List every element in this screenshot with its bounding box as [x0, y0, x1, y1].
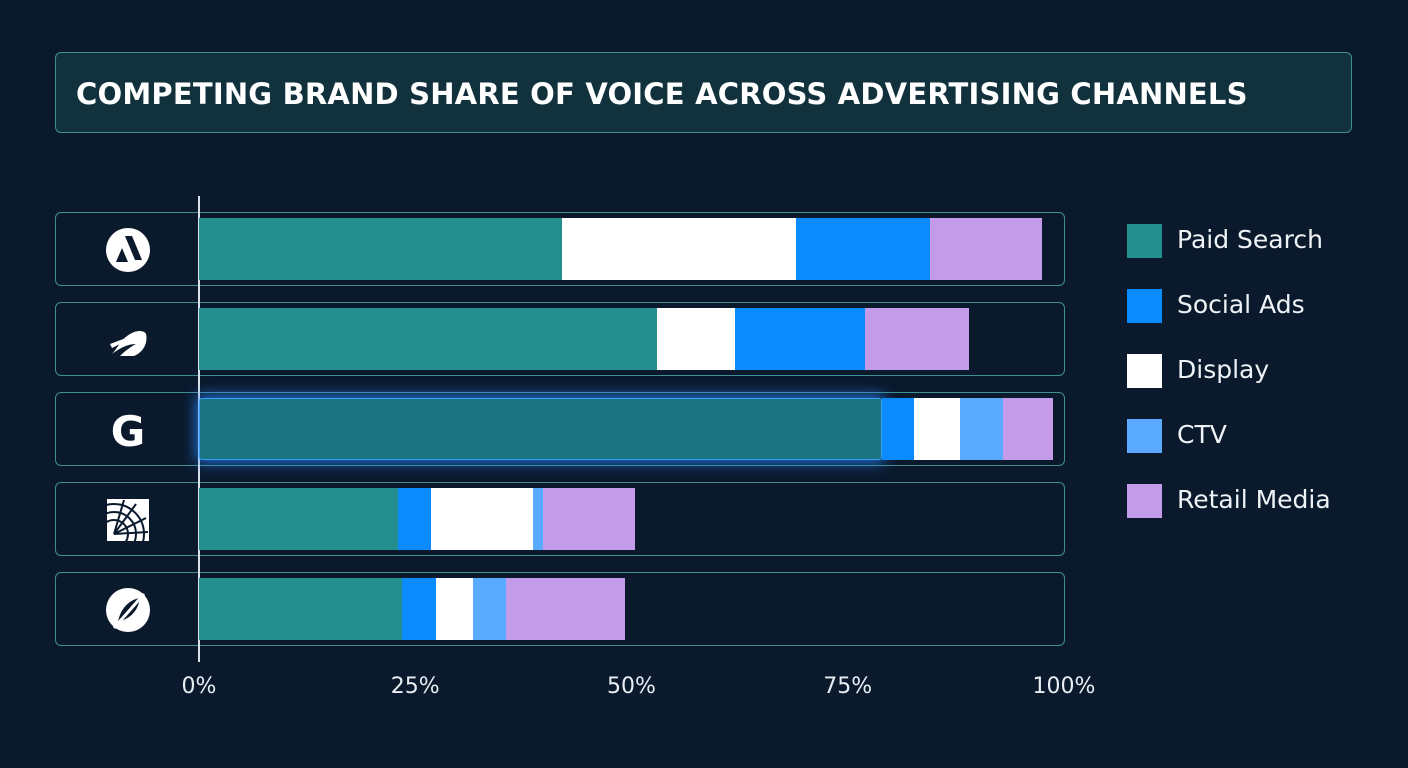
x-tick-label: 75%: [823, 674, 873, 699]
bar-brand-a-display: [562, 218, 796, 280]
x-tick-label: 0%: [181, 674, 217, 699]
bar-brand-g-social-ads: [882, 398, 915, 460]
legend-swatch: [1127, 354, 1162, 388]
bar-brand-g-paid-search: [199, 398, 883, 460]
bar-brand-a-retail-media: [929, 218, 1043, 280]
row-brand-g: G: [55, 392, 1065, 466]
bar-brand-e-display: [436, 578, 474, 640]
bar-brand-d-ctv: [532, 488, 544, 550]
bar-brand-d-retail-media: [543, 488, 635, 550]
legend-label: Display: [1177, 355, 1270, 384]
title-banner: COMPETING BRAND SHARE OF VOICE ACROSS AD…: [55, 52, 1352, 133]
bar-brand-g-ctv: [960, 398, 1003, 460]
svg-text:G: G: [111, 408, 145, 452]
brand-b-logo: [106, 318, 150, 362]
x-tick-label: 50%: [607, 674, 656, 699]
bar-brand-e-ctv: [473, 578, 507, 640]
brand-e-logo: [106, 588, 150, 632]
legend-swatch: [1127, 484, 1162, 518]
bar-brand-b-social-ads: [735, 308, 866, 370]
bar-brand-b-retail-media: [865, 308, 969, 370]
legend-swatch: [1127, 289, 1162, 323]
bar-brand-a-paid-search: [199, 218, 563, 280]
bar-brand-e-social-ads: [402, 578, 436, 640]
legend-label: Paid Search: [1177, 225, 1323, 254]
bar-brand-d-social-ads: [397, 488, 431, 550]
row-brand-d: [55, 482, 1065, 565]
bar-brand-e-paid-search: [199, 578, 403, 640]
bar-brand-b-paid-search: [199, 308, 658, 370]
legend-swatch: [1127, 224, 1162, 258]
bar-brand-a-social-ads: [795, 218, 930, 280]
legend-label: Retail Media: [1177, 485, 1331, 514]
brand-g-logo: G: [106, 407, 150, 456]
chart-title: COMPETING BRAND SHARE OF VOICE ACROSS AD…: [76, 77, 1248, 111]
legend-swatch: [1127, 419, 1162, 453]
row-brand-a: [55, 212, 1065, 286]
bar-brand-b-display: [657, 308, 736, 370]
x-tick-label: 25%: [390, 674, 440, 699]
row-brand-e: [55, 572, 1065, 646]
legend-label: Social Ads: [1177, 290, 1305, 319]
brand-a-logo: [106, 228, 150, 272]
bar-brand-d-paid-search: [199, 488, 398, 550]
bar-brand-d-display: [430, 488, 533, 550]
bar-brand-e-retail-media: [506, 578, 626, 640]
bar-brand-g-display: [914, 398, 961, 460]
brand-d-logo: [83, 498, 150, 565]
x-tick-label: 100%: [1032, 674, 1096, 699]
legend-label: CTV: [1177, 420, 1227, 449]
row-brand-b: [55, 302, 1065, 376]
bar-brand-g-retail-media: [1002, 398, 1053, 460]
